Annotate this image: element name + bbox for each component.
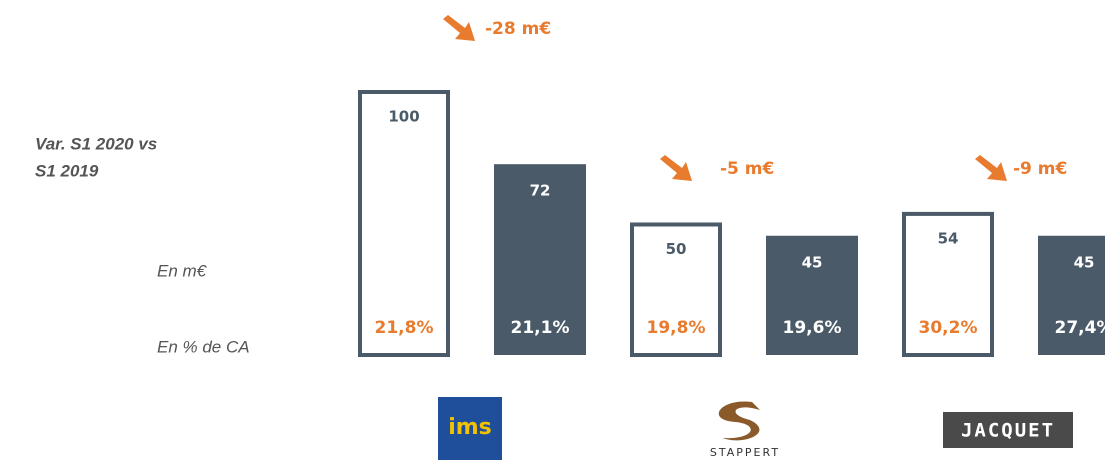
logo-text: ims — [448, 415, 492, 440]
value-label: 45 — [802, 253, 823, 271]
bar — [630, 222, 722, 357]
bar — [494, 164, 586, 355]
logo-text: JACQUET — [961, 420, 1055, 442]
percent-label: 19,8% — [647, 318, 706, 338]
row-label: En m€ — [157, 261, 208, 280]
logo-swoosh — [718, 401, 760, 441]
value-label: 72 — [530, 182, 551, 200]
logo-bg — [438, 397, 502, 460]
bar — [902, 211, 994, 357]
percent-label: 19,6% — [783, 318, 842, 338]
variation-arrow — [443, 15, 475, 41]
percent-label: 27,4% — [1055, 318, 1105, 338]
row-label: En % de CA — [157, 337, 250, 356]
value-label: 50 — [666, 240, 687, 258]
logo-bg — [943, 412, 1073, 448]
value-label: 54 — [938, 229, 959, 247]
bar — [766, 235, 858, 355]
bar — [358, 90, 450, 357]
percent-label: 30,2% — [919, 318, 978, 338]
variation-arrow — [660, 155, 692, 181]
percent-label: 21,8% — [375, 318, 434, 338]
percent-label: 21,1% — [511, 318, 570, 338]
variation-label: -28 m€ — [485, 19, 551, 39]
row-label: S1 2019 — [35, 161, 99, 180]
value-label: 100 — [388, 108, 419, 126]
variation-label: -5 m€ — [720, 159, 774, 179]
variation-arrow — [975, 155, 1007, 181]
variation-label: -9 m€ — [1013, 159, 1067, 179]
bar — [1038, 235, 1105, 355]
value-label: 45 — [1074, 253, 1095, 271]
logo-text: STAPPERT — [710, 446, 780, 459]
row-label: Var. S1 2020 vs — [35, 134, 157, 153]
